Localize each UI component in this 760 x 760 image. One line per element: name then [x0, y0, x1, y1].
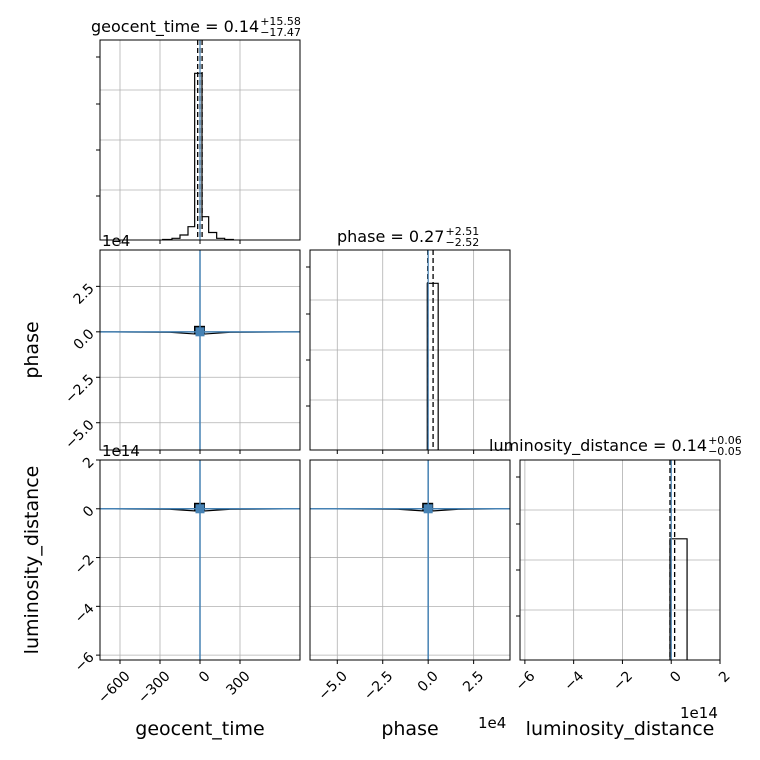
- y-tick-label: 2.5: [71, 281, 98, 308]
- title-upper-geocent_time: +15.58: [260, 15, 301, 28]
- title-text-phase: phase = 0.27: [337, 227, 444, 246]
- x-tick-label: 2: [716, 668, 734, 686]
- y-tick-label: −2.5: [62, 372, 97, 407]
- truth-marker: [423, 504, 433, 514]
- title-geocent_time: geocent_time = 0.14 +15.58−17.47: [91, 15, 301, 39]
- title-lower-geocent_time: −17.47: [260, 26, 301, 39]
- x-tick-label: −4: [561, 668, 587, 694]
- y-tick-label: 0.0: [71, 326, 98, 353]
- x-tick-label: 300: [223, 668, 253, 698]
- histogram-steps: [669, 538, 688, 660]
- y-offset-phase: 1e4: [102, 232, 130, 250]
- x-axis-label-luminosity-distance: luminosity_distance: [526, 718, 715, 740]
- title-upper-luminosity_distance: +0.06: [708, 434, 742, 447]
- title-lower-phase: −2.52: [445, 236, 479, 249]
- scatter-panel-geocent_time-phase: [96, 249, 301, 454]
- x-tick-label: 2.5: [460, 668, 487, 695]
- truth-marker: [195, 504, 205, 514]
- y-tick-label: 0: [80, 503, 98, 521]
- y-axis-label-phase: phase: [21, 321, 43, 378]
- x-tick-label: −5.0: [316, 668, 351, 703]
- histogram-panel-geocent_time: [96, 39, 301, 244]
- title-text-geocent_time: geocent_time = 0.14: [91, 17, 259, 37]
- x-tick-label: 0.0: [415, 668, 442, 695]
- truth-marker: [195, 327, 205, 337]
- x-tick-label: 0: [196, 668, 214, 686]
- x-tick-label: −6: [513, 668, 539, 694]
- histogram-panel-luminosity_distance: [516, 459, 721, 664]
- x-tick-label: −2.5: [361, 668, 396, 703]
- x-tick-label: −600: [95, 668, 134, 707]
- panel-frame: [309, 249, 511, 451]
- y-tick-label: −4: [72, 601, 98, 627]
- x-tick-label: −300: [135, 668, 174, 707]
- x-axis-label-phase: phase: [381, 718, 438, 740]
- x-offset-phase: 1e4: [478, 714, 506, 732]
- scatter-panel-geocent_time-luminosity_distance: [96, 459, 301, 664]
- y-axis-label-luminosity-distance: luminosity_distance: [21, 466, 43, 655]
- title-lower-luminosity_distance: −0.05: [708, 445, 742, 458]
- title-phase: phase = 0.27 +2.51−2.52: [337, 225, 479, 249]
- panel-frame: [309, 459, 511, 661]
- x-offset-luminosity-distance: 1e14: [680, 704, 718, 722]
- x-axis-label-geocent-time: geocent_time: [135, 718, 264, 740]
- histogram-panel-phase: [306, 249, 511, 454]
- title-text-luminosity_distance: luminosity_distance = 0.14: [489, 436, 707, 456]
- x-tick-label: 0: [667, 668, 685, 686]
- scatter-panel-phase-luminosity_distance: [309, 459, 511, 664]
- y-tick-label: 2: [80, 454, 98, 472]
- x-tick-label: −2: [610, 668, 636, 694]
- y-tick-label: −6: [72, 649, 98, 675]
- y-offset-luminosity-distance: 1e14: [102, 442, 140, 460]
- title-luminosity_distance: luminosity_distance = 0.14 +0.06−0.05: [489, 434, 742, 458]
- y-tick-label: −5.0: [62, 417, 97, 452]
- panel-frame: [519, 459, 721, 661]
- y-tick-label: −2: [72, 552, 98, 578]
- title-upper-phase: +2.51: [445, 225, 479, 238]
